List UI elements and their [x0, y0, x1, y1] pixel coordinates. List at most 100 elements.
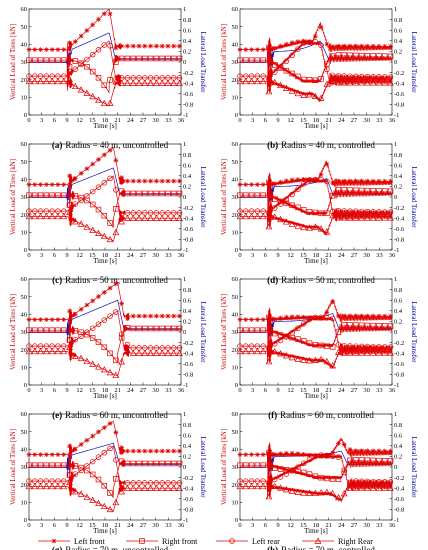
series-marker	[271, 205, 278, 211]
series-marker	[43, 452, 49, 458]
series-marker	[136, 43, 142, 49]
series-marker	[243, 192, 249, 198]
x-tick-label: 24	[338, 117, 345, 124]
series-marker	[72, 176, 78, 182]
series-marker	[329, 192, 336, 199]
series-marker	[100, 502, 108, 510]
y-left-tick-label: 20	[232, 212, 239, 219]
y-left-tick-label: 20	[232, 482, 239, 489]
series-marker	[340, 214, 348, 221]
series-marker	[329, 344, 336, 350]
series-marker	[254, 317, 260, 323]
series-marker	[300, 207, 307, 213]
series-marker	[278, 315, 283, 321]
series-marker	[324, 66, 330, 73]
y-right-tick-label: 0.4	[394, 308, 403, 315]
series-marker	[54, 482, 62, 490]
panel-caption-text: Radius = 70 m, controlled	[281, 545, 375, 550]
series-marker	[101, 152, 107, 158]
x-tick-label: 36	[178, 522, 185, 529]
series-marker	[271, 69, 278, 75]
x-tick-label: 21	[325, 387, 332, 394]
load-series-line-3	[29, 210, 181, 242]
panel-letter: (e)	[52, 410, 62, 420]
series-marker	[136, 313, 142, 319]
series-marker	[318, 474, 324, 481]
y-right-tick-label: -1	[183, 247, 188, 254]
series-marker	[306, 340, 313, 346]
chart-panel-h: 0 3 6 9 12 15 18 21 24 27 30 33 360102030405060-1-0.…	[220, 411, 418, 550]
series-marker	[142, 460, 148, 467]
series-marker	[136, 178, 142, 184]
y-right-axis-label: Lateral Load Transfer	[199, 166, 207, 228]
x-tick-label: 3	[40, 117, 43, 124]
x-tick-label: 36	[389, 252, 396, 259]
series-marker	[376, 53, 382, 59]
series-marker	[153, 349, 160, 356]
series-marker	[253, 482, 261, 490]
series-marker	[317, 489, 325, 496]
series-marker	[84, 28, 90, 33]
series-marker	[369, 349, 377, 356]
series-marker	[254, 192, 261, 198]
series-marker	[165, 325, 171, 332]
panel-letter: (g)	[52, 545, 63, 550]
x-tick-label: 27	[351, 252, 358, 259]
series-marker	[25, 482, 33, 490]
series-marker	[66, 75, 73, 83]
x-tick-label: 30	[152, 117, 159, 124]
series-marker	[353, 322, 359, 328]
series-marker	[318, 314, 324, 321]
series-marker	[48, 347, 56, 355]
series-marker	[353, 187, 359, 194]
series-marker	[335, 454, 342, 460]
series-marker	[347, 457, 353, 464]
series-marker	[77, 354, 85, 362]
series-marker	[294, 89, 302, 97]
y-left-tick-label: 30	[21, 194, 28, 201]
y-right-tick-label: -0.8	[183, 372, 193, 379]
series-marker	[312, 39, 319, 45]
series-marker	[329, 489, 337, 497]
series-marker	[336, 43, 341, 49]
series-marker	[136, 190, 142, 197]
series-marker	[300, 469, 307, 476]
y-right-tick-label: -1	[183, 517, 188, 524]
series-marker	[164, 349, 172, 356]
series-marker	[312, 33, 318, 39]
series-marker	[340, 79, 348, 86]
series-marker	[311, 489, 319, 496]
series-marker	[78, 442, 84, 447]
y-left-tick-label: 20	[21, 212, 28, 219]
chart-panel-g: 0 3 6 9 12 15 18 21 24 27 30 33 360102030405060-1-0.…	[9, 411, 207, 550]
x-tick-label: 0	[27, 252, 30, 259]
series-marker	[170, 214, 178, 221]
series-marker	[142, 448, 148, 454]
series-marker	[242, 212, 250, 220]
series-marker	[277, 466, 284, 472]
series-marker	[31, 482, 39, 490]
series-marker	[243, 327, 249, 333]
series-marker	[353, 457, 359, 463]
series-marker	[266, 179, 272, 186]
series-marker	[347, 447, 353, 452]
series-marker	[289, 314, 295, 320]
series-marker	[265, 492, 273, 500]
series-marker	[324, 452, 330, 459]
series-marker	[347, 187, 353, 193]
series-marker	[32, 327, 38, 333]
x-tick-label: 3	[251, 522, 254, 529]
series-marker	[130, 43, 136, 49]
series-marker	[176, 190, 183, 197]
series-marker	[60, 77, 68, 85]
series-marker	[265, 222, 273, 230]
series-marker	[369, 214, 377, 221]
series-marker	[101, 289, 107, 295]
series-marker	[271, 196, 278, 202]
panel-caption: (g) Radius = 70 m, uncontrolled	[52, 545, 169, 550]
x-tick-label: 6	[53, 387, 57, 394]
series-marker	[335, 348, 342, 355]
series-marker	[147, 214, 154, 221]
series-marker	[301, 314, 307, 320]
series-marker	[142, 178, 148, 184]
